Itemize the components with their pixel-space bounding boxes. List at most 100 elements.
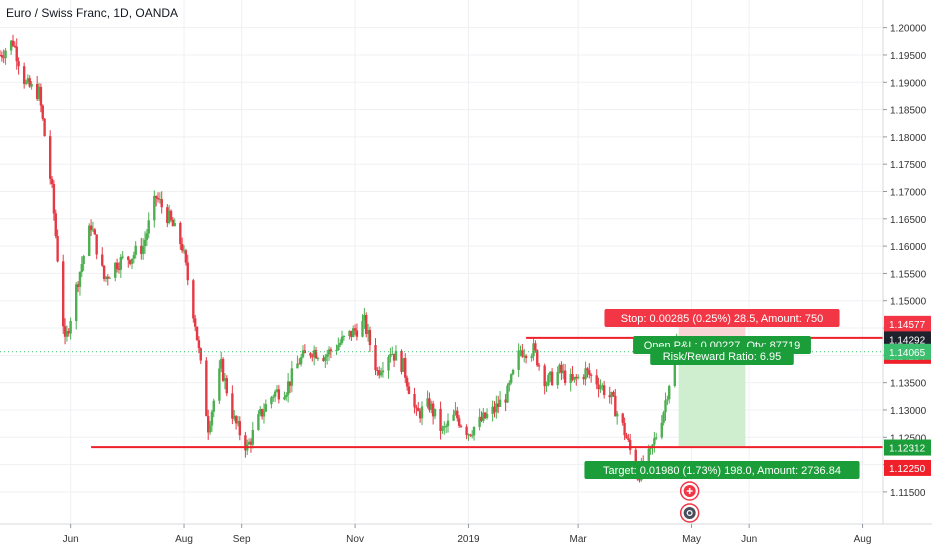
candle-body xyxy=(225,378,228,394)
candle-body xyxy=(127,256,130,261)
price-axis[interactable]: 1.115001.120001.125001.130001.135001.140… xyxy=(882,0,931,524)
candle-body xyxy=(595,375,598,385)
x-tick-label: Aug xyxy=(175,534,193,545)
candle-body xyxy=(376,370,379,372)
candle-body xyxy=(614,395,617,417)
candle-body xyxy=(647,448,650,467)
candle-body xyxy=(517,350,520,370)
candle-body xyxy=(430,403,433,410)
support-price-tag-bg xyxy=(884,459,931,476)
ratio-label[interactable]: Risk/Reward Ratio: 6.95 xyxy=(663,351,782,363)
candle-body xyxy=(428,398,431,410)
candle-body xyxy=(141,246,145,254)
candle-body xyxy=(80,263,83,273)
y-tick-label: 1.15000 xyxy=(890,297,927,308)
candle-body xyxy=(140,245,143,254)
target-label-bg xyxy=(584,461,860,479)
y-tick-label: 1.13500 xyxy=(890,379,927,390)
entry-price-tag[interactable]: 1.14292 xyxy=(889,335,926,346)
candle-body xyxy=(26,78,30,83)
ratio-label-bg xyxy=(650,347,794,365)
candle-body xyxy=(184,250,188,263)
candle-body xyxy=(556,371,559,386)
support-price-tag[interactable]: 1.12250 xyxy=(889,464,926,475)
current-price-tag[interactable]: 1.14065 xyxy=(889,348,926,359)
candle-body xyxy=(340,336,344,343)
candle-body xyxy=(431,403,435,417)
candle-body xyxy=(470,435,474,437)
stop-label[interactable]: Stop: 0.00285 (0.25%) 28.5, Amount: 750 xyxy=(621,313,823,325)
candle-body xyxy=(558,364,561,372)
gear-glyph xyxy=(686,510,693,517)
candle-body xyxy=(314,350,318,359)
candle-body xyxy=(601,385,604,387)
candle-body xyxy=(582,376,585,380)
candle-body xyxy=(212,400,215,412)
candle-body xyxy=(404,358,407,378)
candle-body xyxy=(11,40,15,46)
candle-body xyxy=(467,434,470,436)
candle-body xyxy=(56,235,59,262)
candle-body xyxy=(154,195,158,198)
candle-body xyxy=(660,422,663,438)
candle-body xyxy=(664,400,667,413)
candle-body xyxy=(378,370,381,376)
candle-body xyxy=(491,406,494,414)
candle-body xyxy=(171,219,175,227)
candle-body xyxy=(498,399,502,407)
candle-body xyxy=(638,479,641,481)
candle-body xyxy=(508,382,511,386)
candle-body xyxy=(550,371,554,386)
candle-body xyxy=(439,408,442,431)
candle-body xyxy=(316,358,320,360)
stop-price-tag[interactable]: 1.14577 xyxy=(889,320,926,331)
candle-body xyxy=(275,389,279,392)
candle-body xyxy=(394,350,398,361)
candle-body xyxy=(22,66,26,84)
candle-body xyxy=(545,385,548,387)
candle-body xyxy=(444,426,448,428)
candle-body xyxy=(35,84,39,99)
y-tick-label: 1.18000 xyxy=(890,133,927,144)
candle-body xyxy=(569,374,572,383)
candle-body xyxy=(205,360,208,417)
candle-body xyxy=(668,385,671,400)
candle-body xyxy=(602,385,606,396)
candle-body xyxy=(443,426,446,428)
candle-body xyxy=(478,416,481,427)
time-axis[interactable]: Jun Aug Sep Nov 2019 Mar May Jun Aug xyxy=(0,523,932,545)
event-markers[interactable] xyxy=(679,481,700,523)
candle-body xyxy=(247,441,251,445)
candle-body xyxy=(108,277,111,279)
candle-body xyxy=(78,272,82,287)
target-price-tag[interactable]: 1.12312 xyxy=(889,444,926,455)
candle-body xyxy=(576,376,580,379)
candle-body xyxy=(43,118,46,137)
candle-body xyxy=(249,441,253,445)
candle-body xyxy=(485,413,489,419)
candle-body xyxy=(102,265,106,279)
candle-body xyxy=(28,78,31,87)
candle-body xyxy=(220,358,223,369)
candle-body xyxy=(599,386,602,390)
candle-body xyxy=(91,229,95,231)
candle-body xyxy=(379,372,383,376)
position-labels[interactable]: Stop: 0.00285 (0.25%) 28.5, Amount: 750O… xyxy=(584,309,860,479)
y-tick-label: 1.17000 xyxy=(890,188,927,199)
candle-body xyxy=(335,349,338,352)
target-label[interactable]: Target: 0.01980 (1.73%) 198.0, Amount: 2… xyxy=(603,465,841,477)
gear-circle-icon-core xyxy=(683,507,696,519)
stop-label-bg xyxy=(604,309,840,327)
y-tick-label: 1.12500 xyxy=(890,433,927,444)
candle-body xyxy=(337,345,340,350)
candle-body xyxy=(575,376,578,379)
risk-zone xyxy=(678,323,746,340)
candle-body xyxy=(524,355,528,359)
candle-body xyxy=(13,45,17,47)
x-tick-label: Sep xyxy=(233,534,251,545)
y-tick-label: 1.18500 xyxy=(890,106,927,117)
x-tick-label: Mar xyxy=(570,534,588,545)
candle-body xyxy=(562,370,565,374)
candle-body xyxy=(560,364,563,374)
